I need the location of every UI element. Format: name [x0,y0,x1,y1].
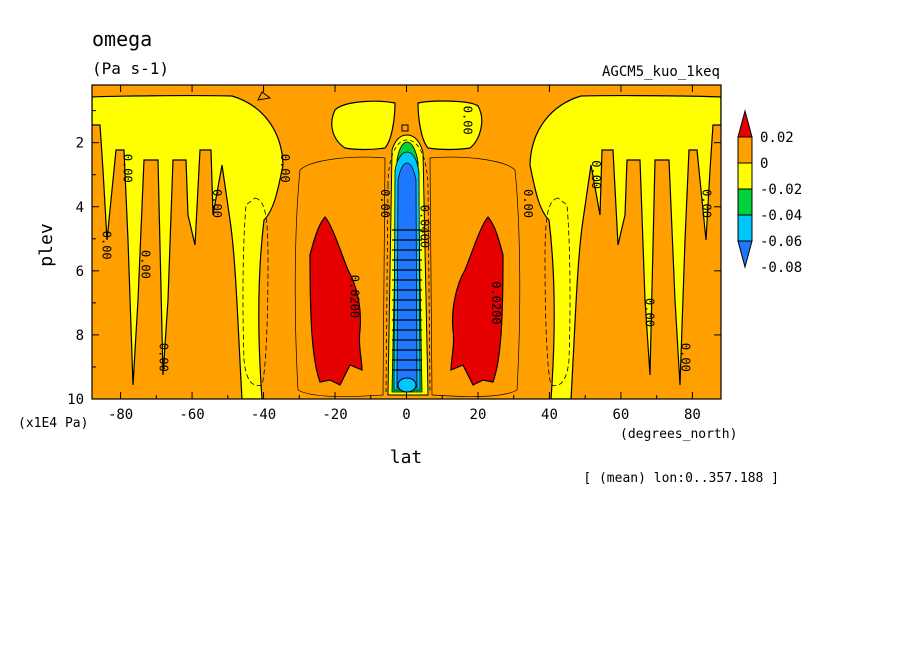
y-axis-units: (x1E4 Pa) [18,416,88,431]
colorbar-bottom-arrow [737,240,753,269]
contour-small-top-left [257,91,272,101]
y-axis: 2 4 6 8 10 [67,110,721,408]
field-blue-center [396,162,418,389]
contour-label: 0.00 [521,189,535,218]
contour-small-top-center [401,124,409,132]
contour-label: 0.00 [700,189,714,218]
y-tick-label: 6 [76,264,84,280]
contour-label-text: 0.00 [99,231,113,260]
colorbar-swatch [737,214,753,242]
field-yellow-top-center-2 [417,100,483,151]
contour-label-text: 0.00 [278,154,292,183]
chart-units: (Pa s-1) [92,59,169,78]
field-yellow-top-center [331,100,396,151]
field-yellow-left [92,94,284,399]
colorbar-swatch [737,162,753,190]
core-dashed-outline [385,139,431,393]
contour-label: -0.0400 [417,197,431,248]
contour-label: 0.00 [121,154,135,183]
colorbar-top-arrow [737,109,753,138]
contour-label: 0.00 [460,106,474,135]
contour-label: 0.0200 [489,281,503,324]
x-tick-label: 0 [402,407,410,423]
chart-title: omega [92,27,152,51]
colorbar-label: -0.04 [760,208,802,224]
contour-dashed-left [242,197,269,387]
contour-label-text: 0.00 [121,154,135,183]
colorbar-label: 0 [760,156,768,172]
contour-label: 0.00 [210,189,224,218]
colorbar-swatch [737,188,753,216]
contour-label-text: 0.00 [700,189,714,218]
contour-outline-right [429,156,521,397]
contour-label-text: -0.0400 [417,197,431,248]
contour-label: 0.00 [278,154,292,183]
contour-label: 0.00 [99,231,113,260]
colorbar: 0.02 0 -0.02 -0.04 -0.06 -0.08 [737,109,802,276]
contour-label-text: 0.00 [378,189,392,218]
contour-label: 0.00 [678,343,692,372]
contour-dashed-right [544,197,571,387]
contour-label: 0.0200 [348,275,362,318]
field-red-left [309,216,363,386]
colorbar-label: -0.08 [760,260,802,276]
dataset-label: AGCM5_kuo_1keq [602,64,720,80]
x-tick-label: -20 [322,407,347,423]
colorbar-label: 0.02 [760,130,794,146]
x-tick-label: 20 [470,407,487,423]
contour-label: 0.00 [139,250,153,279]
x-axis: -80 -60 -40 -20 0 20 40 60 80 [108,85,701,423]
y-tick-label: 10 [67,392,84,408]
colorbar-swatch [737,136,753,164]
x-tick-label: 60 [613,407,630,423]
contour-labels: 0.00 0.00 0.00 0.00 0.00 0.00 0.0200 0.00 -0.040… [99,106,714,372]
field-yellow-right [529,94,721,399]
y-tick-label: 4 [76,200,84,216]
x-tick-label: 40 [541,407,558,423]
contour-outline-left [294,156,386,397]
field-red-right [450,216,504,386]
contour-label: 0.00 [378,189,392,218]
contour-label-text: 0.00 [521,189,535,218]
contour-label: 0.00 [156,343,170,372]
x-axis-title: lat [390,447,423,468]
x-tick-label: -60 [179,407,204,423]
contour-label-text: 0.00 [678,343,692,372]
y-tick-label: 2 [76,136,84,152]
x-tick-label: 80 [684,407,701,423]
core-bottom-loop [397,377,417,393]
contour-label-text: 0.0200 [489,281,503,324]
contour-label: 0.00 [589,160,603,189]
plot-area [92,85,721,399]
contour-label-text: 0.00 [139,250,153,279]
y-tick-label: 8 [76,328,84,344]
contour-label-text: 0.00 [460,106,474,135]
contour-label-text: 0.0200 [348,275,362,318]
contour-label-text: 0.00 [589,160,603,189]
y-axis-title: plev [36,223,57,266]
mean-note: [ (mean) lon:0..357.188 ] [583,471,779,486]
contour-label-text: 0.00 [210,189,224,218]
x-axis-units: (degrees_north) [620,427,737,442]
x-tick-label: -80 [108,407,133,423]
contour-label-text: 0.00 [643,298,657,327]
x-tick-label: -40 [251,407,276,423]
colorbar-label: -0.06 [760,234,802,250]
core-contour-lines [392,229,422,371]
contour-label-text: 0.00 [156,343,170,372]
colorbar-label: -0.02 [760,182,802,198]
contour-label: 0.00 [643,298,657,327]
